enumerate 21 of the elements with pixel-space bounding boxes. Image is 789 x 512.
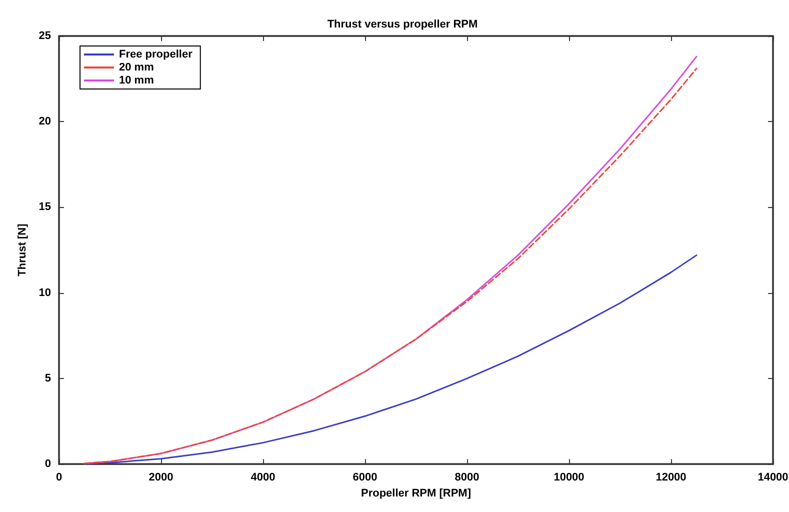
y-tick-label: 10 [38,286,51,299]
y-tick-label: 15 [38,201,51,214]
y-tick-label: 20 [38,116,51,128]
line-series [84,254,698,465]
y-axis-title: Thrust [N] [16,223,28,276]
x-tick-label: 4000 [250,472,276,484]
chart-title: Thrust versus propeller RPM [327,18,478,30]
x-tick-label: 6000 [352,472,378,484]
x-tick-label: 12000 [656,472,686,484]
x-tick-label: 14000 [758,472,788,484]
legend-label: 20 mm [119,62,154,74]
y-tick-label: 5 [44,372,51,384]
legend-label: 10 mm [119,74,154,86]
x-tick-label: 2000 [148,472,174,484]
x-tick-label: 10000 [554,472,584,484]
x-tick-label: 0 [56,472,62,484]
legend-label: Free propeller [119,48,194,60]
y-tick-label: 25 [38,30,51,42]
x-tick-label: 8000 [454,472,480,484]
y-tick-label: 0 [44,458,51,470]
x-axis-title: Propeller RPM [RPM] [360,488,472,500]
